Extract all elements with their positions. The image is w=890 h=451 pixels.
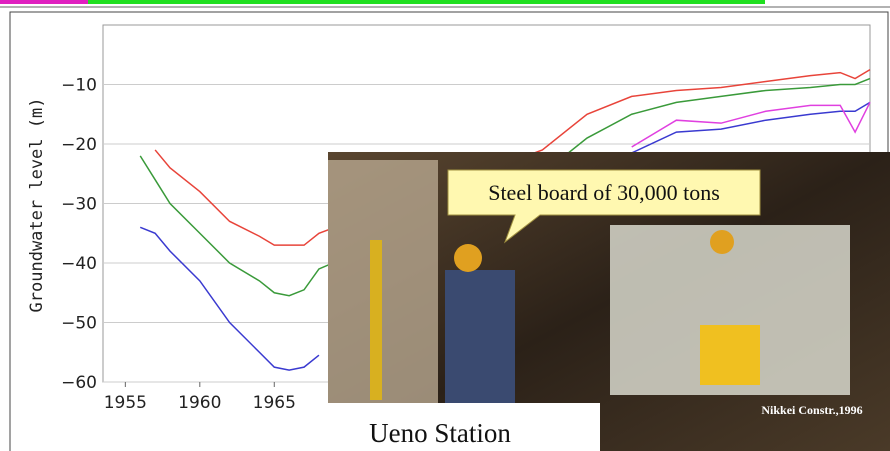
page: {"chart_data": {"type": "line", "y_label… (0, 0, 890, 451)
top-bar-magenta (0, 0, 88, 4)
y-tick-label: −40 (61, 254, 97, 274)
x-tick-label: 1955 (104, 393, 147, 413)
worker (445, 270, 515, 405)
y-tick-label: −30 (61, 195, 97, 215)
helmet (454, 244, 482, 272)
pillar-stripe (370, 240, 382, 400)
y-tick-label: −10 (61, 76, 97, 96)
x-tick-label: 1965 (253, 393, 296, 413)
y-tick-label: −50 (61, 314, 97, 334)
y-axis-label: Groundwater level (m) (27, 98, 47, 313)
y-tick-label: −20 (61, 135, 97, 155)
forklift-panel (700, 325, 760, 385)
callout-text: Steel board of 30,000 tons (488, 180, 720, 205)
wall (328, 160, 438, 405)
series-line (632, 102, 870, 147)
x-tick-label: 1960 (178, 393, 221, 413)
photo-credit: Nikkei Constr.,1996 (761, 403, 862, 417)
photo: Steel board of 30,000 tons Ueno Station … (328, 152, 890, 451)
slide: −10 −20 −30 −40 −50 −60 1955 1960 1965 Groundwat… (0, 0, 890, 451)
helmet (710, 230, 734, 254)
y-tick-label: −60 (61, 373, 97, 393)
caption: Ueno Station (369, 418, 511, 448)
top-bar-green (88, 0, 765, 4)
